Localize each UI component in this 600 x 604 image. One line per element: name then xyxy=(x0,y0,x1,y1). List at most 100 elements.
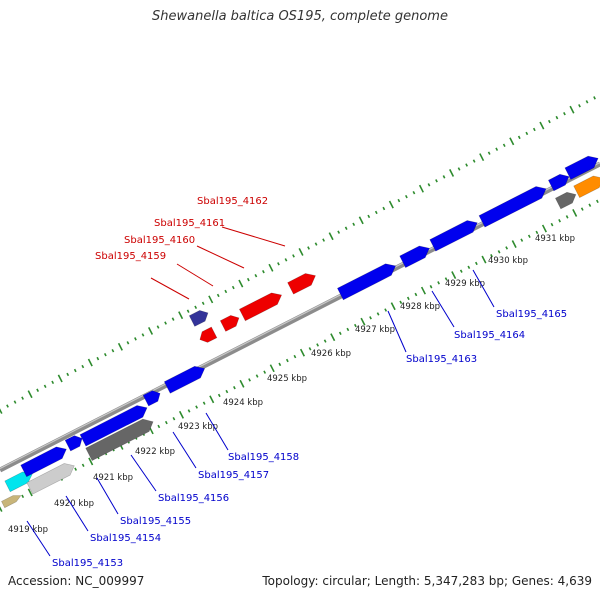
inner-tick xyxy=(444,277,448,281)
outer-tick xyxy=(117,342,123,351)
outer-tick xyxy=(569,105,575,114)
outer-tick xyxy=(262,270,265,274)
outer-tick xyxy=(502,143,506,147)
inner-tick xyxy=(233,385,236,390)
inner-tick xyxy=(376,312,380,316)
gene-forward xyxy=(79,405,148,447)
inner-tick xyxy=(550,222,554,227)
gene-label: Sbal195_4155 xyxy=(120,516,191,527)
inner-tick xyxy=(437,281,440,285)
gene-label-leader xyxy=(431,290,455,328)
map-title: Shewanella baltica OS195, complete genom… xyxy=(152,9,448,24)
outer-tick xyxy=(178,311,184,320)
inner-tick xyxy=(308,347,312,351)
inner-tick xyxy=(527,234,531,238)
scale-label: 4931 kbp xyxy=(535,234,575,244)
outer-tick xyxy=(578,104,581,108)
outer-tick xyxy=(517,135,521,140)
inner-tick xyxy=(178,410,185,419)
outer-tick xyxy=(487,151,491,155)
outer-tick xyxy=(298,248,304,256)
outer-tick xyxy=(435,179,438,183)
gene-navy xyxy=(188,310,209,327)
gene-label: Sbal195_4162 xyxy=(197,196,268,207)
inner-tick xyxy=(535,230,539,235)
outer-tick xyxy=(374,210,378,215)
outer-tick xyxy=(352,222,356,226)
gene-forward xyxy=(547,173,570,192)
gene-pseudo xyxy=(85,418,154,462)
outer-tick xyxy=(13,400,17,404)
scale-label: 4927 kbp xyxy=(355,325,395,335)
outer-tick xyxy=(43,384,47,388)
scale-label: 4920 kbp xyxy=(54,499,94,509)
outer-tick xyxy=(563,111,566,116)
gene-label-leader xyxy=(26,520,51,557)
outer-tick xyxy=(103,352,107,357)
inner-tick xyxy=(217,393,221,398)
gene-orange xyxy=(573,175,600,199)
gene-label-leader xyxy=(472,269,495,308)
outer-tick xyxy=(27,390,33,399)
gene-label: Sbal195_4159 xyxy=(95,251,166,262)
gene-label-leader xyxy=(130,454,157,492)
scale-label: 4924 kbp xyxy=(223,398,263,408)
outer-tick xyxy=(367,214,371,219)
outer-tick xyxy=(465,163,468,167)
outer-tick xyxy=(547,119,551,124)
outer-tick xyxy=(81,364,85,369)
outer-tick xyxy=(216,293,220,298)
gene-forward xyxy=(142,390,161,407)
inner-tick xyxy=(541,224,547,233)
inner-tick xyxy=(565,215,569,219)
gene-pseudo xyxy=(554,191,577,210)
gene-label: Sbal195_4161 xyxy=(154,218,225,229)
outer-tick xyxy=(57,374,63,383)
outer-tick xyxy=(585,100,589,104)
outer-tick xyxy=(412,190,416,195)
outer-tick xyxy=(344,226,348,230)
gene-label: Sbal195_4160 xyxy=(124,235,195,246)
inner-tick xyxy=(467,265,471,270)
inner-tick xyxy=(338,331,342,336)
gene-label: Sbal195_4157 xyxy=(198,470,269,481)
outer-tick xyxy=(238,279,244,288)
gene-label-leader xyxy=(65,495,89,532)
outer-tick xyxy=(186,309,190,313)
gene-label-leader xyxy=(221,226,286,247)
inner-tick xyxy=(354,323,357,328)
scale-label: 4919 kbp xyxy=(8,525,48,535)
outer-tick xyxy=(73,368,77,373)
scale-label: 4921 kbp xyxy=(93,473,133,483)
gene-label: Sbal195_4156 xyxy=(158,493,229,504)
outer-tick xyxy=(268,263,274,272)
outer-tick xyxy=(194,305,198,309)
inner-tick xyxy=(74,467,78,471)
gene-forward xyxy=(336,263,397,301)
outer-tick xyxy=(141,333,145,337)
scale-label: 4930 kbp xyxy=(488,256,528,266)
outer-tick xyxy=(126,341,130,345)
accession-text: Accession: NC_009997 xyxy=(8,574,145,588)
inner-tick xyxy=(248,378,251,382)
gene-label: Sbal195_4158 xyxy=(228,452,299,463)
gene-tan xyxy=(1,495,22,509)
outer-tick xyxy=(21,396,24,400)
outer-tick xyxy=(66,372,70,377)
outer-tick xyxy=(277,262,280,266)
inner-tick xyxy=(390,302,396,311)
outer-tick xyxy=(96,356,100,361)
inner-tick xyxy=(323,339,327,343)
inner-tick xyxy=(406,296,410,301)
scale-label: 4928 kbp xyxy=(400,302,440,312)
inner-tick xyxy=(420,286,426,295)
outer-tick xyxy=(388,200,394,209)
inner-tick xyxy=(497,250,501,254)
outer-tick xyxy=(201,301,205,306)
outer-tick xyxy=(134,337,137,341)
inner-tick xyxy=(88,457,94,466)
outer-tick xyxy=(6,404,9,408)
gene-forward xyxy=(399,245,430,269)
outer-tick xyxy=(231,285,235,290)
